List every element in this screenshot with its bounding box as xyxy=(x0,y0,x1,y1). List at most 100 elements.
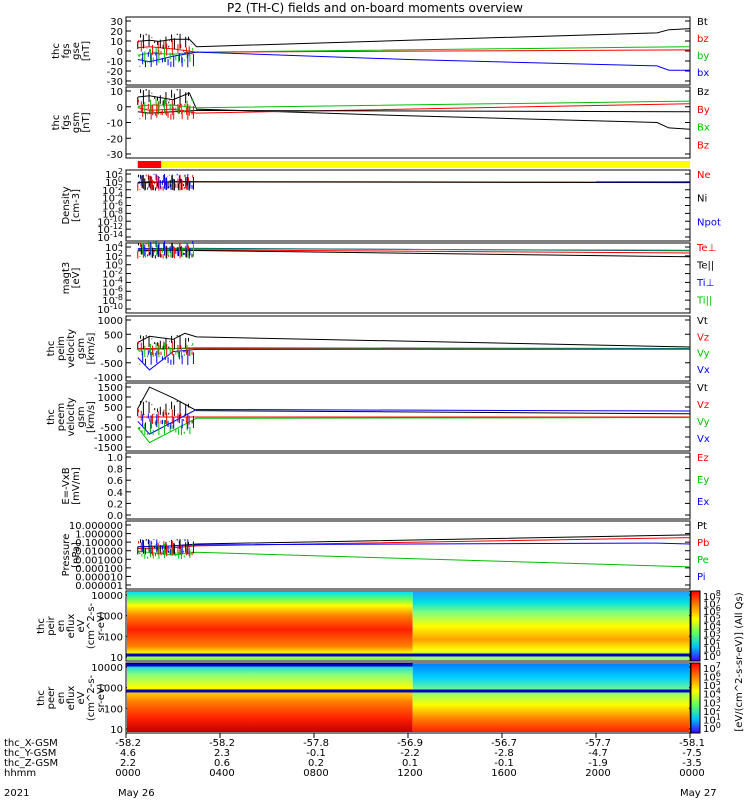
y-axis-label: gse xyxy=(71,42,82,60)
x-tick-label: -56.9 xyxy=(397,738,423,749)
series-te|| xyxy=(137,249,691,258)
y-axis-label: thc xyxy=(51,43,62,59)
y-tick-label: 100 xyxy=(105,175,123,189)
panel-peim_velocity: thc peim velocity gsm [km/s] xyxy=(46,315,691,382)
panel-density: Density [cm-3] xyxy=(61,169,691,242)
panel-frame xyxy=(125,169,691,242)
legend-bz: Bz xyxy=(697,140,709,151)
colorbar-scale xyxy=(690,590,701,662)
series-bz xyxy=(137,109,691,114)
y-tick-label: 1000 xyxy=(98,393,123,404)
legend-by: By xyxy=(697,105,710,116)
y-axis-label: Density xyxy=(61,186,72,224)
y-axis-label: thc xyxy=(51,115,62,131)
y-axis-label: thc xyxy=(36,690,47,706)
spectrogram-block xyxy=(412,592,689,660)
series-bz xyxy=(137,46,691,53)
colorbar-tick-label: 104 xyxy=(703,687,721,701)
y-axis-label: [km/s] xyxy=(86,401,97,433)
y-axis-label: (cm^2-s- xyxy=(86,602,97,649)
y-axis-label: en xyxy=(56,620,67,633)
y-tick-label: 102 xyxy=(105,167,123,181)
y-tick-label: -1000 xyxy=(94,433,123,444)
y-tick-label: 100 xyxy=(105,258,123,272)
y-tick-label: 20 xyxy=(110,27,123,38)
y-tick-label: -10 xyxy=(107,119,123,130)
x-row-label: thc_Y-GSM xyxy=(4,748,56,759)
y-axis-label: gsm xyxy=(76,406,87,427)
y-tick-label: -500 xyxy=(100,423,123,434)
panel-peer_spectrogram: thc peer en eflux eV (cm^2-s-sr-eV) xyxy=(36,662,691,734)
panel-frame xyxy=(125,520,691,590)
y-tick-label: 1000 xyxy=(98,316,123,327)
colorbar-tick-label: 100 xyxy=(703,649,721,663)
x-tick-label: 0400 xyxy=(209,768,234,779)
y-axis-label: thc xyxy=(46,409,57,425)
x-tick-label: 2000 xyxy=(585,768,610,779)
y-tick-label: 10-10 xyxy=(97,214,123,228)
legend-ti⊥: Ti⊥ xyxy=(696,278,714,289)
y-tick-label: 10-2 xyxy=(102,267,123,281)
legend-pi: Pi xyxy=(697,572,706,583)
y-tick-label: 10000 xyxy=(91,591,123,602)
legend-vy: Vy xyxy=(697,349,710,360)
mode-bar-segment xyxy=(161,161,690,168)
series-pe xyxy=(137,550,691,568)
legend-vx: Vx xyxy=(697,365,710,376)
x-date-start: May 26 xyxy=(118,788,155,799)
x-tick-label: -57.8 xyxy=(303,738,329,749)
x-tick-label: 2.3 xyxy=(214,748,230,759)
y-tick-label: -1500 xyxy=(94,443,123,454)
panel-temperature: magt3 [eV] xyxy=(61,240,691,314)
y-axis-label: peem xyxy=(56,403,67,431)
y-tick-label: 0.4 xyxy=(107,488,123,499)
y-axis-label: magt3 xyxy=(61,262,72,295)
y-tick-label: 1.0 xyxy=(107,453,123,464)
x-row-label: hhmm xyxy=(4,768,36,779)
x-tick-label: -58.2 xyxy=(209,738,235,749)
spectrogram-block xyxy=(412,664,689,732)
y-tick-label: 10 xyxy=(110,37,123,48)
series-vy xyxy=(137,347,691,351)
y-tick-label: 0.000010 xyxy=(75,572,123,583)
series-bt xyxy=(137,28,691,48)
y-axis-label: thc xyxy=(46,341,57,357)
y-tick-label: 10-6 xyxy=(102,199,123,213)
y-tick-label: 10-4 xyxy=(102,191,123,205)
panel-pressure: Pressure [nPa] xyxy=(61,520,691,590)
colorbar-tick-label: 105 xyxy=(703,612,721,626)
y-axis-label: velocity xyxy=(66,329,77,368)
y-tick-label: 0.000100 xyxy=(75,564,123,575)
y-axis-label: E=-VxB xyxy=(61,467,72,504)
series-bx xyxy=(137,100,691,109)
y-axis-label: peir xyxy=(46,615,57,635)
colorbar-tick-label: 102 xyxy=(703,634,721,648)
legend-vx: Vx xyxy=(697,434,710,445)
legend-bt: Bt xyxy=(697,17,708,28)
x-tick-label: 0000 xyxy=(115,768,140,779)
x-year: 2021 xyxy=(4,788,29,799)
colorbar-tick-label: 101 xyxy=(703,642,721,656)
legend-pb: Pb xyxy=(697,538,709,549)
colorbar-tick-label: 102 xyxy=(703,704,721,718)
colorbar-tick-label: 104 xyxy=(703,619,721,633)
legend-ey: Ey xyxy=(697,475,709,486)
y-tick-label: 1500 xyxy=(98,383,123,394)
y-axis-label: eV xyxy=(76,619,87,632)
plot-title: P2 (TH-C) fields and on-board moments ov… xyxy=(227,1,523,15)
y-tick-label: -20 xyxy=(107,67,123,78)
spectrogram-block xyxy=(127,664,413,732)
legend-by: by xyxy=(697,51,709,62)
y-tick-label: -10 xyxy=(107,57,123,68)
colorbar xyxy=(690,662,701,734)
y-tick-label: 500 xyxy=(104,330,123,341)
x-tick-label: 0000 xyxy=(679,768,704,779)
y-tick-label: 0.000001 xyxy=(75,581,123,592)
legend-vy: Vy xyxy=(697,417,710,428)
legend-ez: Ez xyxy=(697,453,709,464)
y-axis-label: fgs xyxy=(61,43,72,58)
colorbar xyxy=(690,590,701,662)
legend-bz: bz xyxy=(697,34,709,45)
y-tick-label: 1000 xyxy=(98,684,123,695)
y-tick-label: -500 xyxy=(100,359,123,370)
